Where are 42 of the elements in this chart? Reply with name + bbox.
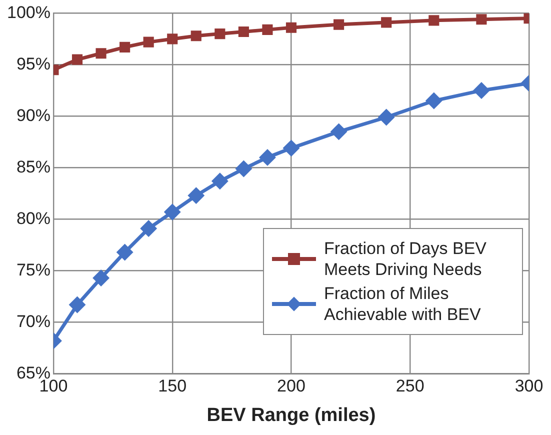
point — [212, 173, 228, 189]
x-tick-label: 300 — [514, 376, 544, 396]
point — [140, 220, 156, 236]
x-tick-label: 250 — [396, 376, 424, 396]
point — [331, 124, 347, 140]
point — [167, 34, 178, 44]
y-tick-label: 90% — [16, 106, 50, 125]
point — [378, 110, 394, 126]
point — [96, 48, 106, 59]
x-tick-label: 200 — [277, 376, 306, 396]
point — [188, 188, 204, 204]
x-tick-label: 150 — [158, 376, 187, 396]
x-axis-title: BEV Range (miles) — [206, 404, 376, 426]
point — [381, 17, 392, 28]
point — [143, 36, 154, 48]
point — [190, 30, 202, 42]
point — [283, 140, 299, 156]
point — [426, 93, 442, 109]
y-tick-label: 85% — [16, 157, 50, 176]
point — [334, 19, 344, 30]
point — [260, 150, 276, 166]
point — [476, 14, 487, 25]
point — [262, 24, 273, 35]
point — [428, 15, 440, 26]
y-tick-label: 70% — [16, 312, 50, 331]
y-tick-label: 100% — [6, 2, 50, 22]
point — [286, 22, 297, 33]
legend-label: Fraction of Days BEV Meets Driving Needs — [324, 238, 488, 280]
y-tick-label: 95% — [16, 54, 50, 74]
point — [214, 28, 226, 40]
point — [120, 42, 130, 52]
point — [238, 26, 249, 38]
point — [164, 204, 180, 220]
point — [72, 54, 83, 65]
legend-label: Fraction of Miles Achievable with BEV — [324, 283, 482, 325]
point — [117, 244, 133, 260]
point — [93, 270, 109, 286]
point — [236, 161, 252, 177]
y-tick-label: 80% — [16, 208, 50, 228]
point — [70, 297, 86, 313]
y-tick-label: 75% — [16, 260, 50, 280]
point — [474, 82, 490, 98]
